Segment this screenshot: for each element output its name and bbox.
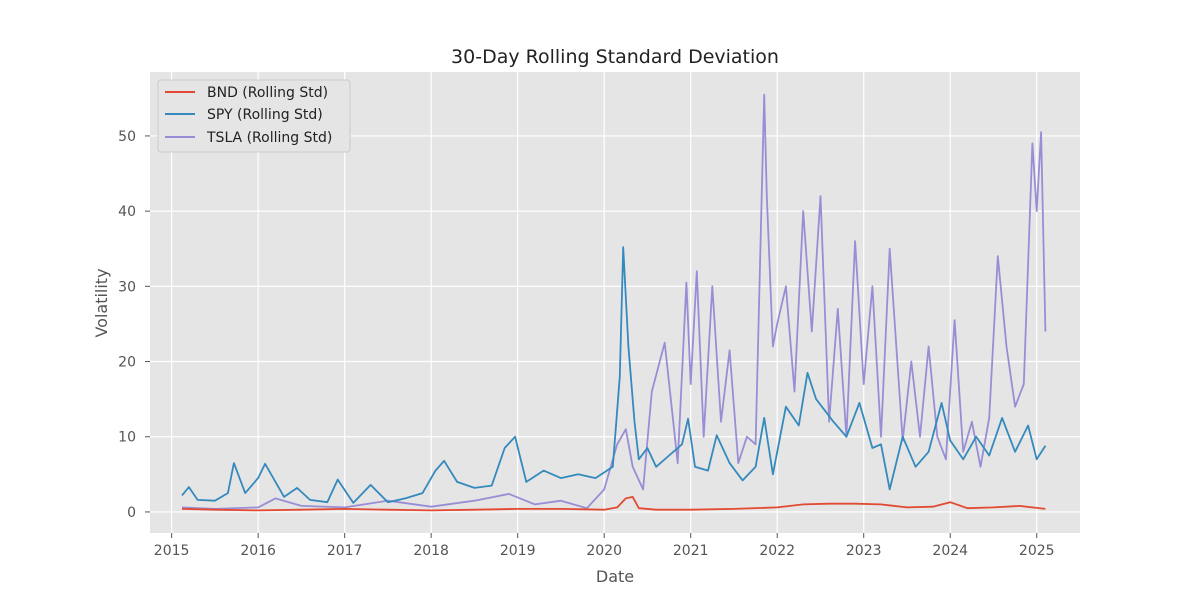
y-axis-label: Volatility [92, 268, 111, 337]
y-tick-label: 40 [118, 204, 136, 220]
x-tick-label: 2021 [673, 543, 709, 559]
tick-labels: 2015 2016 2017 2018 2019 2020 2021 2022 2023 2024… [118, 129, 1054, 559]
y-tick-label: 30 [118, 279, 136, 295]
x-tick-label: 2019 [500, 543, 536, 559]
x-tick-label: 2024 [932, 543, 968, 559]
legend: BND (Rolling Std) SPY (Rolling Std) TSLA… [157, 79, 351, 153]
bnd-series-line [181, 495, 1046, 512]
series-layer [181, 93, 1047, 512]
x-tick-label: 2015 [154, 543, 190, 559]
chart-title: 30-Day Rolling Standard Deviation [451, 46, 779, 68]
tsla-series-line [181, 93, 1047, 510]
legend-label-spy: SPY (Rolling Std) [207, 107, 323, 123]
x-tick-label: 2023 [846, 543, 882, 559]
y-tick-label: 20 [118, 355, 136, 371]
legend-box [157, 79, 351, 153]
legend-label-tsla: TSLA (Rolling Std) [206, 130, 332, 146]
x-tick-label: 2018 [413, 543, 449, 559]
y-tick-label: 50 [118, 129, 136, 145]
spy-series-line [181, 246, 1047, 504]
y-tick-label: 0 [127, 505, 136, 521]
x-tick-label: 2025 [1019, 543, 1055, 559]
x-tick-label: 2016 [240, 543, 276, 559]
legend-label-bnd: BND (Rolling Std) [207, 85, 328, 101]
x-tick-label: 2017 [327, 543, 363, 559]
x-axis-label: Date [596, 567, 634, 586]
y-tick-label: 10 [118, 430, 136, 446]
x-tick-label: 2022 [759, 543, 795, 559]
x-tick-label: 2020 [586, 543, 622, 559]
